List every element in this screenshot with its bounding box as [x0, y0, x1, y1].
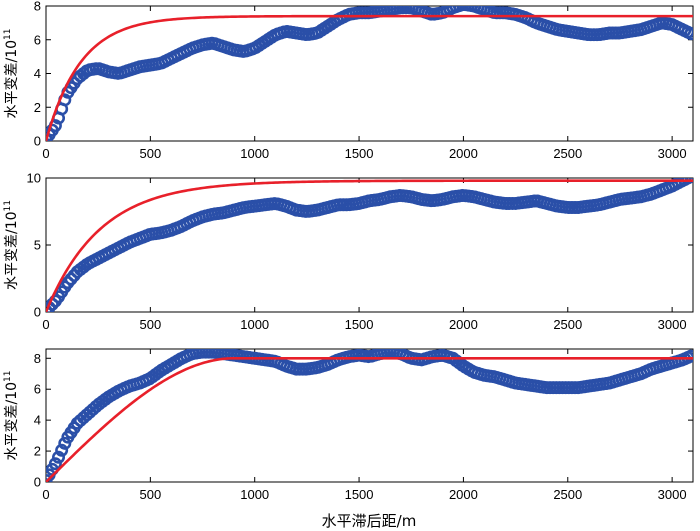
- x-tick-label: 500: [140, 317, 162, 332]
- x-tick-label: 2500: [553, 317, 582, 332]
- y-tick-label: 4: [34, 413, 41, 428]
- y-axis-label-exponent: 11: [3, 200, 13, 211]
- y-axis-label-exponent: 11: [3, 371, 13, 382]
- y-axis-label-exponent: 11: [3, 29, 13, 40]
- y-axis-label: 水平变差/1011: [3, 371, 20, 461]
- y-tick-label: 4: [34, 66, 41, 81]
- data-point: [681, 178, 693, 185]
- x-tick-label: 0: [42, 487, 49, 502]
- y-tick-label: 5: [34, 238, 41, 253]
- y-tick-label: 0: [34, 305, 41, 320]
- data-point: [684, 27, 693, 41]
- x-tick-label: 1000: [240, 317, 269, 332]
- x-tick-label: 0: [42, 317, 49, 332]
- y-tick-label: 8: [34, 351, 41, 366]
- y-axis-label-text: 水平变差/10: [4, 211, 20, 290]
- panel-bottom: 0 500 1000 1500 2000 2500 3000 0 2 4 6 8 水平变差/1011: [3, 348, 694, 502]
- axes-box-bottom: [45, 348, 694, 483]
- x-tick-label: 3000: [658, 146, 687, 161]
- plot-area-middle: [46, 178, 693, 312]
- data-point: [55, 443, 69, 457]
- plot-area-top: [46, 6, 693, 141]
- y-tick-label: 2: [34, 444, 41, 459]
- x-tick-label: 3000: [658, 317, 687, 332]
- fit-curve: [46, 179, 693, 312]
- y-tick-label: 8: [34, 0, 41, 14]
- plot-area-bottom: [46, 349, 693, 482]
- y-tick-label: 0: [34, 134, 41, 149]
- x-tick-label: 1500: [345, 487, 374, 502]
- data-point: [52, 450, 66, 464]
- data-point: [58, 436, 72, 450]
- y-axis-label-text: 水平变差/10: [4, 40, 20, 119]
- fit-curve: [46, 356, 693, 482]
- y-tick-label: 6: [34, 382, 41, 397]
- x-tick-label: 1500: [345, 146, 374, 161]
- x-tick-label: 2000: [449, 146, 478, 161]
- x-tick-label: 2500: [553, 146, 582, 161]
- x-tick-label: 0: [42, 146, 49, 161]
- x-tick-label: 1000: [240, 146, 269, 161]
- data-point: [452, 6, 466, 13]
- x-tick-label: 2000: [449, 487, 478, 502]
- data-point: [48, 457, 62, 471]
- x-tick-label: 1500: [345, 317, 374, 332]
- x-tick-label: 500: [140, 146, 162, 161]
- y-axis-label: 水平变差/1011: [3, 29, 20, 119]
- x-tick-label: 2500: [553, 487, 582, 502]
- y-tick-label: 2: [34, 100, 41, 115]
- panel-middle: 0 500 1000 1500 2000 2500 3000 0 5 10 水平变差/1011: [3, 171, 694, 332]
- y-tick-label: 0: [34, 475, 41, 490]
- x-tick-label: 500: [140, 487, 162, 502]
- x-tick-label: 1000: [240, 487, 269, 502]
- x-tick-label: 2000: [449, 317, 478, 332]
- data-point: [46, 304, 53, 312]
- panel-top: 0 500 1000 1500 2000 2500 3000 0 2 4 6 8 水平变差/1011: [3, 0, 694, 161]
- x-axis-label: 水平滞后距/m: [322, 512, 417, 530]
- data-point: [684, 349, 693, 363]
- x-tick-label: 3000: [658, 487, 687, 502]
- y-tick-label: 6: [34, 32, 41, 47]
- y-axis-label: 水平变差/1011: [3, 200, 20, 290]
- y-axis-label-text: 水平变差/10: [4, 382, 20, 461]
- y-tick-label: 10: [27, 171, 41, 186]
- fit-curve: [46, 14, 693, 141]
